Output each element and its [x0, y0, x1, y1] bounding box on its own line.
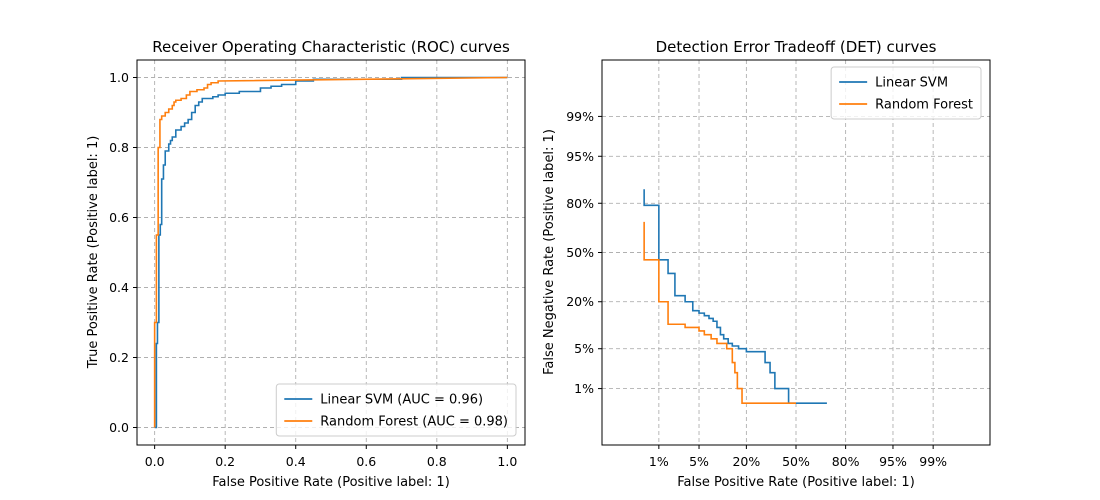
x-tick-label: 0.8	[427, 454, 447, 469]
legend-label: Linear SVM	[875, 76, 948, 91]
roc-legend-box	[275, 383, 517, 437]
y-tick-label: 99%	[566, 109, 594, 124]
y-tick-label: 0.4	[109, 280, 129, 295]
y-tick-label: 50%	[566, 245, 594, 260]
roc-chart-title: Receiver Operating Characteristic (ROC) …	[152, 38, 510, 56]
roc-axes-frame	[136, 59, 526, 446]
roc-x-axis-label: False Positive Rate (Positive label: 1)	[212, 475, 450, 490]
roc-series-line-linear-svm	[154, 76, 508, 429]
legend-label: Linear SVM (AUC = 0.96)	[320, 393, 483, 408]
x-tick-label: 0.0	[145, 454, 165, 469]
det-curves	[643, 189, 827, 404]
y-tick-label: 0.8	[109, 140, 129, 155]
legend-label: Random Forest	[875, 98, 973, 113]
roc-legend: Linear SVM (AUC = 0.96) Random Forest (AU…	[275, 383, 517, 437]
roc-y-ticks: 0.0 0.2 0.4 0.6 0.8 1.0	[109, 70, 137, 435]
det-x-ticks: 1% 5% 20% 50% 80% 95% 99%	[649, 445, 947, 469]
x-tick-label: 0.2	[215, 454, 235, 469]
x-tick-label: 0.4	[286, 454, 306, 469]
det-y-axis-label: False Negative Rate (Positive label: 1)	[542, 129, 557, 375]
x-tick-label: 80%	[832, 454, 860, 469]
roc-axes: Receiver Operating Characteristic (ROC) …	[86, 38, 526, 490]
x-tick-label: 5%	[689, 454, 709, 469]
y-tick-label: 0.2	[109, 350, 129, 365]
y-tick-label: 1.0	[109, 70, 129, 85]
y-tick-label: 1%	[574, 381, 594, 396]
y-tick-label: 80%	[566, 196, 594, 211]
legend-label: Random Forest (AUC = 0.98)	[320, 415, 508, 430]
x-tick-label: 50%	[782, 454, 810, 469]
y-tick-label: 5%	[574, 341, 594, 356]
x-tick-label: 20%	[732, 454, 760, 469]
y-tick-label: 95%	[566, 149, 594, 164]
x-tick-label: 95%	[879, 454, 907, 469]
det-chart-title: Detection Error Tradeoff (DET) curves	[656, 38, 937, 56]
x-tick-label: 99%	[919, 454, 947, 469]
y-tick-label: 0.6	[109, 210, 129, 225]
roc-y-axis-label: True Positive Rate (Positive label: 1)	[86, 136, 101, 370]
det-y-ticks: 1% 5% 20% 50% 80% 95% 99%	[566, 109, 602, 396]
det-series-line-linear-svm	[643, 189, 827, 404]
det-x-axis-label: False Positive Rate (Positive label: 1)	[677, 475, 915, 490]
roc-curves	[153, 76, 508, 429]
det-legend-box	[830, 66, 982, 120]
det-axes: Detection Error Tradeoff (DET) curves 1%…	[542, 38, 991, 490]
roc-series-line-random-forest	[153, 76, 508, 428]
det-legend: Linear SVM Random Forest	[830, 66, 982, 120]
det-series-line-random-forest	[643, 221, 796, 404]
y-tick-label: 20%	[566, 294, 594, 309]
roc-x-ticks: 0.0 0.2 0.4 0.6 0.8 1.0	[145, 445, 517, 469]
x-tick-label: 1%	[649, 454, 669, 469]
x-tick-label: 0.6	[356, 454, 376, 469]
y-tick-label: 0.0	[109, 420, 129, 435]
x-tick-label: 1.0	[497, 454, 517, 469]
